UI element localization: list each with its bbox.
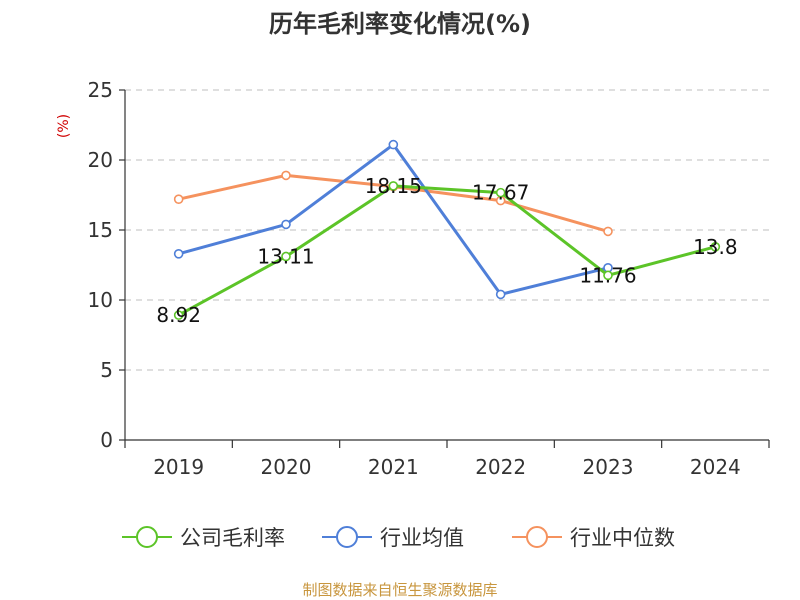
legend-label: 行业均值 — [380, 526, 464, 550]
y-tick-label: 0 — [100, 428, 113, 452]
legend-label: 公司毛利率 — [180, 526, 285, 550]
data-label: 11.76 — [579, 263, 636, 287]
x-tick-label: 2024 — [690, 455, 741, 479]
legend-marker-icon — [136, 526, 158, 548]
x-tick-label: 2019 — [153, 455, 204, 479]
grid-lines — [125, 89, 769, 371]
chart-title: 历年毛利率变化情况(%) — [269, 10, 531, 38]
data-point-industry_median[interactable] — [603, 226, 613, 237]
legend-item-industry_median[interactable]: 行业中位数 — [512, 526, 675, 550]
data-label: 13.8 — [693, 235, 738, 259]
y-tick-label: 20 — [88, 148, 113, 172]
y-tick-label: 5 — [100, 358, 113, 382]
data-point-industry_avg[interactable] — [388, 139, 399, 150]
legend-marker-icon — [526, 526, 548, 548]
legend: 公司毛利率 行业均值 行业中位数 — [122, 526, 675, 550]
series-lines — [173, 139, 721, 320]
legend-label: 行业中位数 — [570, 526, 675, 550]
data-labels: 8.92 13.11 18.15 17.67 11.76 13.8 — [156, 174, 737, 327]
source-note: 制图数据来自恒生聚源数据库 — [302, 581, 497, 599]
data-point-industry_avg[interactable] — [173, 249, 184, 259]
axes: 0 5 10 15 20 25 2019 2020 2021 2022 2023 2024 — [88, 78, 770, 479]
series-industry_avg — [173, 139, 613, 300]
data-point-company[interactable] — [495, 187, 506, 198]
series-line-company — [177, 184, 717, 317]
data-label: 8.92 — [156, 303, 201, 327]
data-point-industry_avg[interactable] — [495, 289, 506, 300]
data-point-company[interactable] — [281, 251, 291, 262]
data-label: 18.15 — [365, 174, 422, 198]
y-tick-label: 15 — [88, 218, 113, 242]
data-label: 13.11 — [257, 244, 314, 268]
x-tick-label: 2023 — [583, 455, 634, 479]
x-tick-label: 2021 — [368, 455, 419, 479]
x-tick-label: 2020 — [261, 455, 312, 479]
data-label: 17.67 — [472, 181, 529, 205]
y-tick-label: 10 — [88, 288, 113, 312]
legend-marker-icon — [336, 526, 358, 548]
legend-item-industry_avg[interactable]: 行业均值 — [322, 526, 464, 550]
series-company — [173, 181, 721, 320]
legend-item-company[interactable]: 公司毛利率 — [122, 526, 285, 550]
data-point-company[interactable] — [710, 242, 721, 252]
series-line-industry_avg — [177, 143, 610, 296]
data-point-industry_avg[interactable] — [281, 219, 291, 230]
x-tick-label: 2022 — [475, 455, 526, 479]
data-point-industry_median[interactable] — [281, 170, 291, 181]
data-point-company[interactable] — [603, 270, 613, 281]
data-point-company[interactable] — [173, 310, 184, 320]
data-point-industry_median[interactable] — [173, 194, 184, 204]
y-axis-unit-label: (%) — [56, 114, 72, 138]
y-tick-label: 25 — [88, 78, 113, 102]
data-point-company[interactable] — [388, 181, 399, 191]
